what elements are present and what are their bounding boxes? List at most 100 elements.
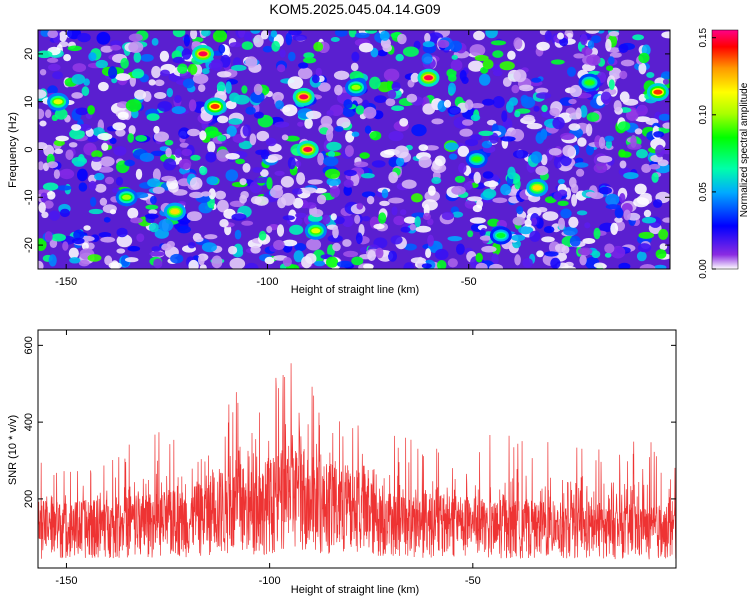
heatmap-cell bbox=[388, 131, 404, 142]
heatmap-cell bbox=[355, 232, 363, 245]
heatmap-cell bbox=[619, 193, 626, 204]
heatmap-cell bbox=[139, 152, 155, 162]
heatmap-cell bbox=[548, 148, 562, 156]
heatmap-cell bbox=[130, 217, 143, 224]
heatmap-cell bbox=[549, 107, 560, 117]
heatmap-hotspot bbox=[303, 147, 313, 152]
heatmap-cell bbox=[177, 225, 191, 234]
heatmap-x-tick-label: -150 bbox=[55, 276, 77, 288]
heatmap-cell bbox=[127, 245, 141, 252]
heatmap-cell bbox=[164, 139, 174, 146]
heatmap-cell bbox=[97, 133, 113, 141]
heatmap-cell bbox=[39, 120, 47, 127]
heatmap-cell bbox=[605, 38, 612, 52]
heatmap-cell bbox=[382, 43, 393, 53]
heatmap-cell bbox=[421, 263, 432, 269]
snr-y-tick-label: 200 bbox=[23, 490, 35, 508]
heatmap-cell bbox=[294, 243, 307, 252]
heatmap-cell bbox=[260, 149, 270, 160]
heatmap-cell bbox=[655, 144, 665, 158]
heatmap-cell bbox=[568, 123, 581, 131]
heatmap-cell bbox=[249, 133, 257, 146]
heatmap-cell bbox=[91, 156, 102, 162]
heatmap-cell bbox=[343, 250, 359, 258]
heatmap-cell bbox=[568, 216, 579, 228]
heatmap-cell bbox=[621, 203, 633, 214]
heatmap-cell bbox=[535, 165, 549, 176]
heatmap-cell bbox=[128, 125, 136, 135]
heatmap-cell bbox=[147, 178, 161, 188]
heatmap-cell bbox=[327, 234, 343, 243]
heatmap-cell bbox=[307, 179, 323, 185]
heatmap-cell bbox=[285, 32, 293, 46]
heatmap-cell bbox=[273, 239, 285, 251]
heatmap-cell bbox=[242, 163, 251, 173]
heatmap-cell bbox=[75, 107, 89, 116]
heatmap-cell bbox=[73, 161, 85, 167]
heatmap-cell bbox=[99, 156, 115, 167]
heatmap-cell bbox=[151, 246, 161, 252]
heatmap-cell bbox=[157, 101, 172, 112]
heatmap-cell bbox=[38, 260, 44, 269]
heatmap-cell bbox=[524, 218, 532, 227]
heatmap-cell bbox=[228, 118, 243, 125]
heatmap-cell bbox=[540, 154, 548, 166]
heatmap-cell bbox=[216, 81, 226, 93]
heatmap-cell bbox=[463, 182, 473, 191]
heatmap-cell bbox=[81, 86, 90, 97]
heatmap-cell bbox=[639, 264, 656, 269]
heatmap-cell bbox=[205, 151, 217, 163]
heatmap-cell bbox=[47, 161, 59, 169]
heatmap-cell bbox=[148, 79, 156, 86]
heatmap-cell bbox=[284, 135, 300, 142]
heatmap-y-tick-label: -20 bbox=[23, 237, 35, 253]
heatmap-cell bbox=[116, 227, 128, 238]
heatmap-cell bbox=[238, 140, 253, 150]
heatmap-cell bbox=[576, 168, 585, 177]
heatmap-cell bbox=[112, 187, 120, 193]
heatmap-cell bbox=[270, 30, 278, 38]
heatmap-cell bbox=[560, 208, 572, 219]
heatmap-cell bbox=[590, 192, 604, 200]
heatmap-cell bbox=[619, 70, 628, 80]
heatmap-cell bbox=[661, 31, 670, 39]
heatmap-cell bbox=[514, 110, 521, 118]
heatmap-cell bbox=[216, 71, 232, 78]
heatmap-cell bbox=[262, 45, 273, 53]
heatmap-cell bbox=[403, 216, 417, 224]
heatmap-cell bbox=[298, 62, 309, 69]
heatmap-cell bbox=[563, 226, 578, 236]
heatmap-cell bbox=[188, 242, 196, 249]
colorbar: 0.00 0.05 0.10 0.15 Normalized spectral amp… bbox=[698, 28, 750, 279]
heatmap-cell bbox=[274, 121, 290, 128]
heatmap-cell bbox=[153, 125, 160, 134]
heatmap-cell bbox=[518, 84, 534, 92]
heatmap-cell bbox=[288, 51, 296, 62]
heatmap-x-axis-label: Height of straight line (km) bbox=[291, 284, 419, 296]
heatmap-cell bbox=[662, 78, 670, 85]
heatmap-cell bbox=[58, 31, 68, 42]
heatmap-cell bbox=[44, 231, 53, 242]
heatmap-cell bbox=[393, 215, 405, 226]
heatmap-cell bbox=[643, 209, 652, 218]
heatmap-cell bbox=[177, 63, 188, 74]
heatmap-cell bbox=[52, 71, 64, 80]
heatmap-cell bbox=[343, 99, 353, 109]
heatmap-cell bbox=[410, 257, 426, 264]
heatmap-cell bbox=[212, 30, 228, 43]
heatmap-cell bbox=[388, 171, 399, 184]
heatmap-cell bbox=[474, 54, 489, 62]
heatmap-cell bbox=[135, 168, 143, 180]
heatmap-y-tick-label: 0 bbox=[23, 146, 35, 152]
heatmap-cell bbox=[418, 156, 432, 168]
heatmap-cell bbox=[166, 87, 173, 98]
heatmap-cell bbox=[72, 63, 87, 73]
heatmap-cell bbox=[150, 150, 166, 156]
heatmap-cell bbox=[343, 169, 357, 177]
heatmap-cell bbox=[421, 53, 433, 65]
heatmap-cell bbox=[163, 158, 177, 171]
heatmap-cell bbox=[428, 185, 436, 196]
heatmap-cell bbox=[281, 192, 296, 206]
heatmap-cell bbox=[490, 40, 507, 46]
heatmap-cell bbox=[369, 131, 382, 141]
